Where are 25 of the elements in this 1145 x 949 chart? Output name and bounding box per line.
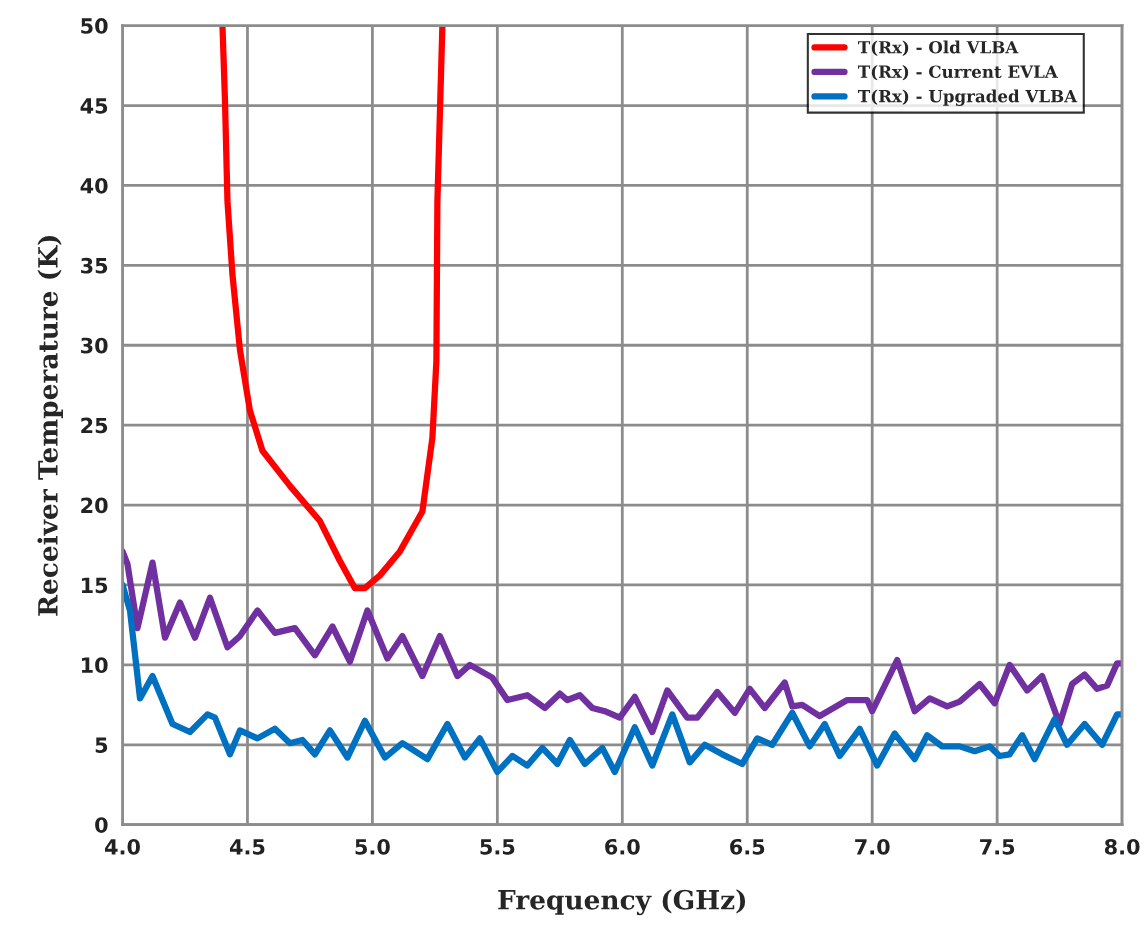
legend-label: T(Rx) - Current EVLA: [858, 65, 1058, 81]
y-tick-label: 20: [81, 497, 108, 514]
x-tick-label: 7.0: [855, 838, 890, 855]
x-axis-title: Frequency (GHz): [498, 889, 746, 916]
y-tick-label: 0: [95, 817, 108, 833]
x-tick-label: 6.0: [605, 838, 640, 855]
x-tick-label: 4.0: [105, 838, 140, 855]
y-tick-label: 45: [80, 98, 108, 114]
y-axis-title: Receiver Temperature (K): [37, 235, 63, 616]
x-tick-label: 5.5: [480, 839, 515, 855]
legend-label: T(Rx) - Old VLBA: [858, 40, 1019, 56]
y-tick-label: 40: [80, 177, 108, 194]
y-tick-label: 10: [81, 657, 108, 674]
y-tick-label: 30: [81, 337, 108, 354]
x-tick-label: 5.0: [355, 838, 390, 855]
y-tick-label: 15: [81, 577, 108, 594]
y-tick-label: 25: [81, 417, 108, 434]
y-tick-label: 35: [81, 257, 108, 274]
x-tick-label: 8.0: [1104, 838, 1140, 855]
y-tick-label: 5: [95, 737, 108, 753]
y-tick-label: 50: [81, 18, 108, 34]
x-tick-label: 6.5: [730, 838, 765, 855]
legend-label: T(Rx) - Upgraded VLBA: [858, 89, 1078, 106]
x-tick-label: 4.5: [229, 839, 265, 855]
x-tick-label: 7.5: [980, 839, 1015, 855]
